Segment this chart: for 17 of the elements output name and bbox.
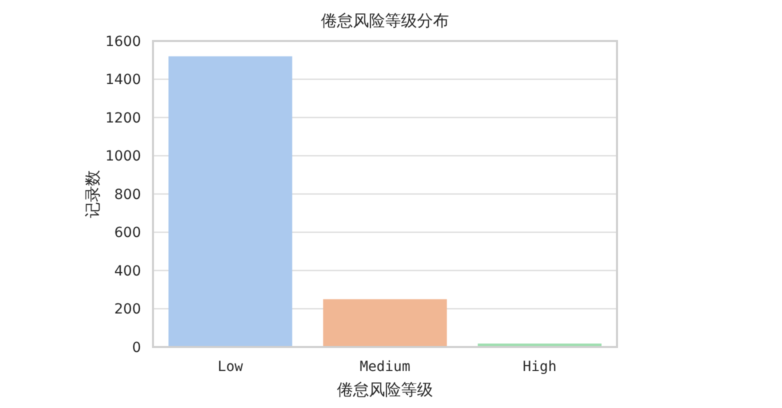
y-tick-label: 400: [114, 263, 141, 280]
y-tick-label: 600: [114, 225, 141, 242]
x-tick-label: Medium: [360, 359, 410, 375]
y-tick-label: 1600: [105, 34, 141, 50]
y-axis-title: 记录数: [83, 170, 102, 218]
y-tick-label: 1200: [105, 110, 141, 126]
y-tick-label: 1000: [105, 148, 141, 165]
bar: [323, 299, 447, 347]
y-tick-label: 0: [132, 340, 141, 356]
y-tick-label: 200: [114, 302, 141, 318]
chart-title: 倦怠风险等级分布: [321, 11, 449, 30]
x-tick-label: Low: [218, 359, 244, 375]
x-tick-label: High: [522, 359, 557, 375]
x-axis-title: 倦怠风险等级: [337, 380, 433, 399]
y-tick-label: 1400: [105, 72, 141, 88]
y-tick-label: 800: [114, 186, 141, 203]
bar: [168, 56, 292, 347]
